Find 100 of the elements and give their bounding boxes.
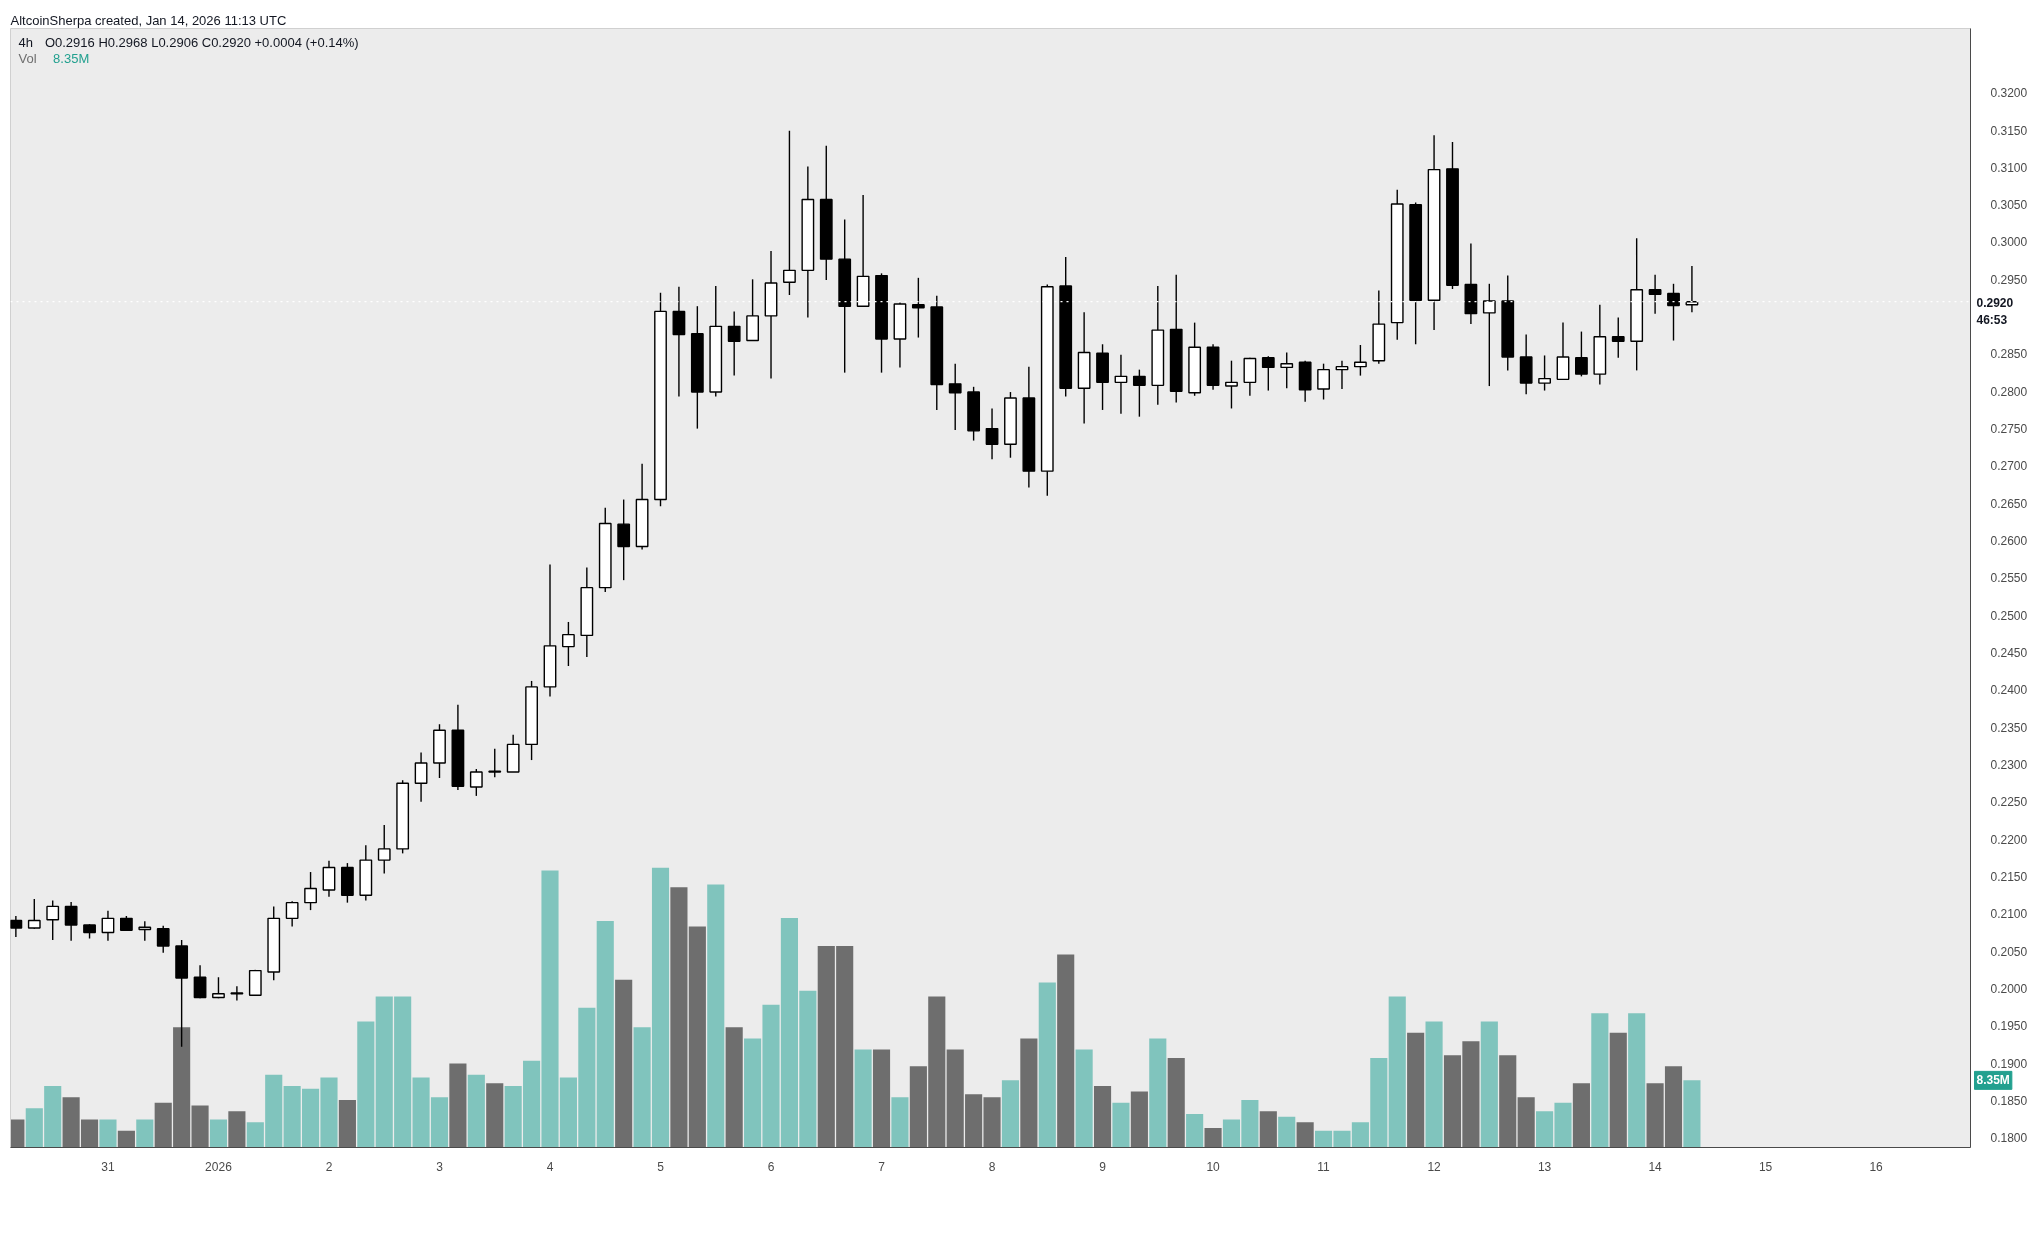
- bar: [1020, 1038, 1038, 1148]
- y-tick-label: 0.3100: [1990, 160, 2028, 175]
- y-tick-label: 0.2950: [1990, 272, 2028, 287]
- text: AltcoinSherpa created, Jan 14, 2026 11:13 UTC: [10, 12, 287, 28]
- bar: [1609, 1032, 1627, 1148]
- y-tick-label: 0.2250: [1990, 795, 2028, 810]
- bar: [615, 979, 633, 1148]
- candlestick: [727, 310, 741, 377]
- y-tick-label: 0.2350: [1990, 720, 2028, 735]
- x-tick-label: 13: [1537, 1159, 1552, 1174]
- bar: [338, 1099, 356, 1148]
- y-tick-label: 0.2600: [1990, 534, 2028, 549]
- bar: [1480, 1021, 1498, 1148]
- y-tick-label: 0.2800: [1990, 384, 2028, 399]
- candlestick: [985, 407, 999, 460]
- y-tick-label: 0.2450: [1990, 646, 2028, 661]
- candlestick: [1648, 274, 1662, 315]
- bar: [1057, 954, 1075, 1148]
- candlestick: [304, 871, 317, 911]
- y-tick-label: 0.1800: [1990, 1131, 2028, 1146]
- bar: [1075, 1049, 1093, 1148]
- candlestick: [193, 964, 207, 999]
- bar: [596, 920, 614, 1148]
- bar: [1167, 1057, 1185, 1148]
- y-tick-label: 0.2300: [1990, 758, 2028, 773]
- y-tick-label: 0.3200: [1990, 86, 2028, 101]
- candlestick: [1556, 321, 1570, 381]
- bar: [670, 887, 688, 1148]
- bar: [854, 1049, 872, 1148]
- bar: [1186, 1113, 1204, 1148]
- bar: [1296, 1122, 1314, 1148]
- candlestick: [1243, 357, 1257, 397]
- y-tick-label: 0.2400: [1990, 683, 2028, 698]
- ref-line-label: 0.2920 46:53: [1976, 295, 2014, 327]
- candlestick: [46, 899, 60, 941]
- candlestick: [1538, 354, 1551, 392]
- y-tick-label: 0.1950: [1990, 1019, 2028, 1034]
- x-tick-label: 16: [1869, 1159, 1884, 1174]
- bar: [872, 1049, 891, 1148]
- candlestick: [1280, 351, 1294, 390]
- bar: [357, 1021, 375, 1148]
- candlestick: [1225, 359, 1238, 410]
- candlestick: [377, 824, 391, 875]
- bar: [136, 1119, 154, 1148]
- y-tick-label: 0.2650: [1990, 496, 2028, 511]
- x-tick-label: 15: [1758, 1159, 1773, 1174]
- candlestick: [101, 910, 115, 942]
- bar: [1038, 982, 1056, 1148]
- y-tick-label: 0.3050: [1990, 198, 2028, 213]
- bar: [99, 1119, 117, 1148]
- x-tick-label: 10: [1206, 1159, 1221, 1174]
- y-tick-label: 0.2500: [1990, 608, 2028, 623]
- bar: [707, 884, 725, 1148]
- candlestick: [64, 901, 78, 942]
- bar: [1149, 1038, 1167, 1148]
- candlestick: [1353, 344, 1367, 377]
- y-tick-label: 0.2000: [1990, 982, 2028, 996]
- bar: [449, 1063, 467, 1148]
- y-tick-label: 0.2550: [1990, 571, 2028, 586]
- candlestick: [1261, 355, 1275, 392]
- bar: [1628, 1013, 1646, 1148]
- candlestick: [948, 362, 962, 431]
- bar: [1204, 1127, 1222, 1148]
- candlestick: [783, 130, 796, 296]
- bar: [209, 1119, 228, 1148]
- x-tick-label: 12: [1427, 1159, 1442, 1174]
- x-tick-label: 5: [657, 1159, 665, 1174]
- bar: [1517, 1097, 1535, 1148]
- bar: [1499, 1055, 1517, 1148]
- x-tick-label: 9: [1099, 1159, 1107, 1174]
- candlestick: [469, 768, 483, 797]
- candlestick: [911, 277, 925, 339]
- candlestick: [488, 748, 502, 778]
- candlestick: [672, 286, 686, 398]
- y-tick-label: 0.2200: [1990, 832, 2028, 847]
- bar: [1001, 1080, 1020, 1148]
- y-tick-label: 0.1900: [1990, 1056, 2028, 1071]
- bar: [1278, 1116, 1296, 1148]
- y-tick-label: 0.2050: [1990, 944, 2028, 959]
- candlestick: [285, 900, 299, 928]
- y-tick-label: 0.2750: [1990, 422, 2028, 437]
- candlestick: [562, 621, 575, 667]
- candlestick: [322, 860, 336, 898]
- candlestick: [414, 751, 428, 803]
- bar: [117, 1130, 135, 1148]
- bar: [486, 1083, 504, 1148]
- candlestick: [1132, 368, 1146, 418]
- x-tick-label: 3: [436, 1159, 444, 1174]
- bar: [1130, 1091, 1148, 1148]
- candlestick: [27, 898, 41, 930]
- candlestick: [1611, 316, 1625, 359]
- bar: [688, 926, 706, 1148]
- bar: [1259, 1111, 1277, 1148]
- candlestick: [617, 498, 631, 581]
- x-tick-label: 11: [1317, 1159, 1331, 1174]
- annotation: 8.35M: [53, 51, 90, 66]
- x-tick-label: 8: [988, 1159, 996, 1174]
- annotation: O0.2916 H0.2968 L0.2906 C0.2920 +0.0004 (+0.14%): [44, 35, 359, 50]
- bar: [228, 1111, 246, 1148]
- x-tick-label: 31: [101, 1159, 115, 1174]
